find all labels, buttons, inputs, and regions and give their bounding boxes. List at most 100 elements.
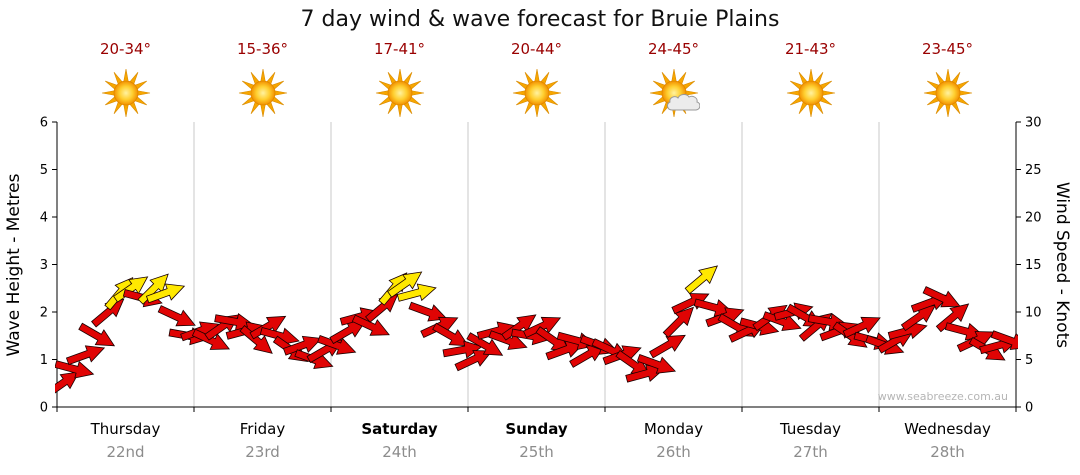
sunny-icon	[100, 67, 152, 119]
day-date: 23rd	[245, 443, 280, 461]
wind-arrow	[396, 283, 437, 302]
day-temperature: 21-43°	[784, 40, 837, 58]
day-name: Friday	[239, 420, 286, 438]
day-name: Tuesday	[779, 420, 842, 438]
wind-arrow	[329, 320, 367, 345]
wind-arrow	[545, 340, 585, 361]
sunny-icon	[922, 67, 974, 119]
wind-arrow	[387, 271, 423, 298]
wind-arrow	[432, 322, 469, 347]
day-name: Saturday	[361, 420, 438, 438]
wave-axis-tick: 6	[40, 116, 48, 131]
sun-rays	[923, 68, 972, 118]
sun-rays	[375, 68, 424, 118]
wind-axis-tick: 15	[1025, 258, 1042, 273]
wind-arrow	[900, 304, 937, 332]
sun-rays	[238, 68, 287, 118]
wave-axis-tick: 1	[40, 353, 48, 368]
sunny-icon	[374, 67, 426, 119]
wind-arrow	[684, 265, 719, 295]
day-date: 22nd	[106, 443, 145, 461]
day-name: Sunday	[505, 420, 568, 438]
wind-arrow	[935, 303, 970, 333]
sun-disc	[524, 80, 549, 106]
wind-axis-tick: 20	[1025, 211, 1042, 226]
sun-disc	[250, 80, 275, 106]
sunny-svg	[786, 68, 835, 118]
wind-arrow	[351, 314, 390, 336]
wind-arrow	[762, 311, 802, 331]
sunny-icon	[237, 67, 289, 119]
wind-arrow	[145, 283, 186, 304]
day-temperature: 20-44°	[510, 40, 563, 58]
day-temperature: 20-34°	[99, 40, 152, 58]
wind-arrow	[625, 364, 666, 383]
wind-arrow	[55, 371, 80, 398]
wind-arrow	[662, 306, 694, 338]
sunny-svg	[375, 68, 424, 118]
wind-arrow-series	[55, 265, 1018, 398]
wind-arrow	[137, 273, 169, 305]
wind-arrow	[488, 330, 528, 350]
wind-arrow	[259, 327, 300, 346]
wind-arrow	[649, 334, 686, 359]
day-date: 27th	[793, 443, 828, 461]
day-name: Wednesday	[904, 420, 991, 438]
day-temperature: 24-45°	[647, 40, 700, 58]
wave-axis-tick: 4	[40, 211, 48, 226]
wind-arrow	[636, 353, 677, 374]
wind-axis-tick: 5	[1025, 353, 1033, 368]
wind-arrow	[408, 301, 448, 322]
sunny-svg	[923, 68, 972, 118]
watermark: www.seabreeze.com.au	[877, 390, 1008, 403]
day-temperature: 23-45°	[921, 40, 974, 58]
wind-arrow	[113, 276, 149, 303]
day-name: Thursday	[90, 420, 161, 438]
wind-arrow	[65, 345, 106, 366]
wind-arrow	[842, 316, 881, 339]
wind-arrow	[454, 350, 493, 372]
wind-arrow	[157, 305, 196, 327]
sun-disc	[387, 80, 412, 106]
page-title: 7 day wind & wave forecast for Bruie Pla…	[300, 7, 780, 32]
sun-disc	[935, 80, 960, 106]
day-date: 28th	[930, 443, 965, 461]
wind-arrow	[466, 332, 504, 356]
wave-axis-tick: 2	[40, 306, 48, 321]
sun-rays	[101, 68, 150, 118]
wave-axis-tick: 0	[40, 401, 48, 416]
sun-disc	[798, 80, 823, 106]
day-temperature: 15-36°	[236, 40, 289, 58]
wind-arrow	[501, 314, 537, 341]
sunny-svg	[512, 68, 561, 118]
wind-axis-tick: 25	[1025, 163, 1042, 178]
wind-arrow	[191, 328, 231, 350]
day-name: Monday	[643, 420, 704, 438]
sun-disc	[113, 80, 138, 106]
sunny-icon	[785, 67, 837, 119]
wind-axis-tick: 10	[1025, 306, 1042, 321]
partly-cloudy-svg	[649, 68, 700, 118]
wind-arrow	[239, 325, 273, 354]
wind-arrow	[78, 322, 116, 347]
wave-axis-tick: 3	[40, 258, 48, 273]
sun-rays	[786, 68, 835, 118]
sunny-svg	[238, 68, 287, 118]
day-date: 25th	[519, 443, 554, 461]
cloud-icon	[666, 94, 700, 111]
wind-arrow	[922, 286, 961, 308]
wind-arrow	[317, 334, 357, 355]
day-date: 24th	[382, 443, 417, 461]
day-gridlines	[193, 122, 880, 407]
sunny-icon	[511, 67, 563, 119]
wind-arrow	[282, 335, 323, 356]
sun-rays	[512, 68, 561, 118]
wind-axis-tick: 30	[1025, 116, 1042, 131]
wind-axis-tick: 0	[1025, 401, 1033, 416]
wave-axis-tick: 5	[40, 163, 48, 178]
partly-cloudy-icon	[648, 67, 700, 119]
wind-arrow	[522, 316, 562, 339]
axes: 0 1 2 3 4 5 6 0 5 10 15 20 25 30	[40, 116, 1042, 416]
